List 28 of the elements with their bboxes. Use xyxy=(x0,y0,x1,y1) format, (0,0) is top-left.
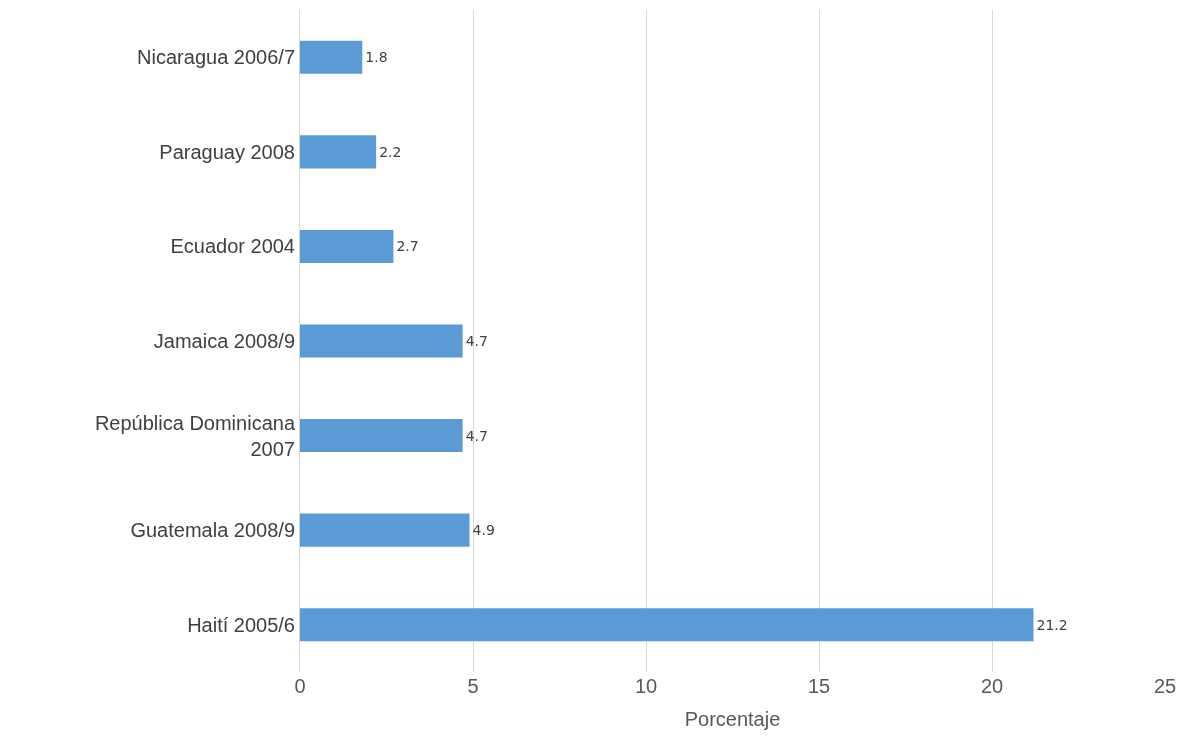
y-tick-label: Jamaica 2008/9 xyxy=(153,330,295,352)
y-tick-label: Guatemala 2008/9 xyxy=(130,519,295,542)
x-tick-label: 20 xyxy=(980,675,1004,697)
y-tick-label: Paraguay 2008 xyxy=(159,140,295,163)
x-tick-label: 5 xyxy=(467,675,479,697)
data-label: 2.7 xyxy=(396,238,419,255)
x-tick-label: 10 xyxy=(634,675,658,697)
bar xyxy=(300,513,470,547)
x-axis-title: Porcentaje xyxy=(684,707,781,730)
bar xyxy=(300,135,377,169)
y-tick-label: Nicaragua 2006/7 xyxy=(137,46,295,69)
data-label: 2.2 xyxy=(379,143,402,160)
bar xyxy=(300,608,1034,642)
x-tick-label: 25 xyxy=(1153,675,1177,697)
bar xyxy=(300,419,463,453)
x-tick-label: 0 xyxy=(294,675,306,697)
bar xyxy=(300,40,363,74)
data-label: 1.8 xyxy=(365,49,388,66)
x-tick-label: 15 xyxy=(807,675,831,697)
y-tick-label: Ecuador 2004 xyxy=(170,235,295,258)
data-label: 4.9 xyxy=(472,522,495,539)
data-label: 4.7 xyxy=(465,333,488,349)
data-label: 21.2 xyxy=(1036,616,1068,633)
y-tick-label: Haití 2005/6 xyxy=(187,613,295,636)
bar xyxy=(300,324,463,358)
data-label: 4.7 xyxy=(465,427,488,444)
bar xyxy=(300,229,394,263)
y-tick-label: República Dominicana 2007 xyxy=(94,411,296,460)
